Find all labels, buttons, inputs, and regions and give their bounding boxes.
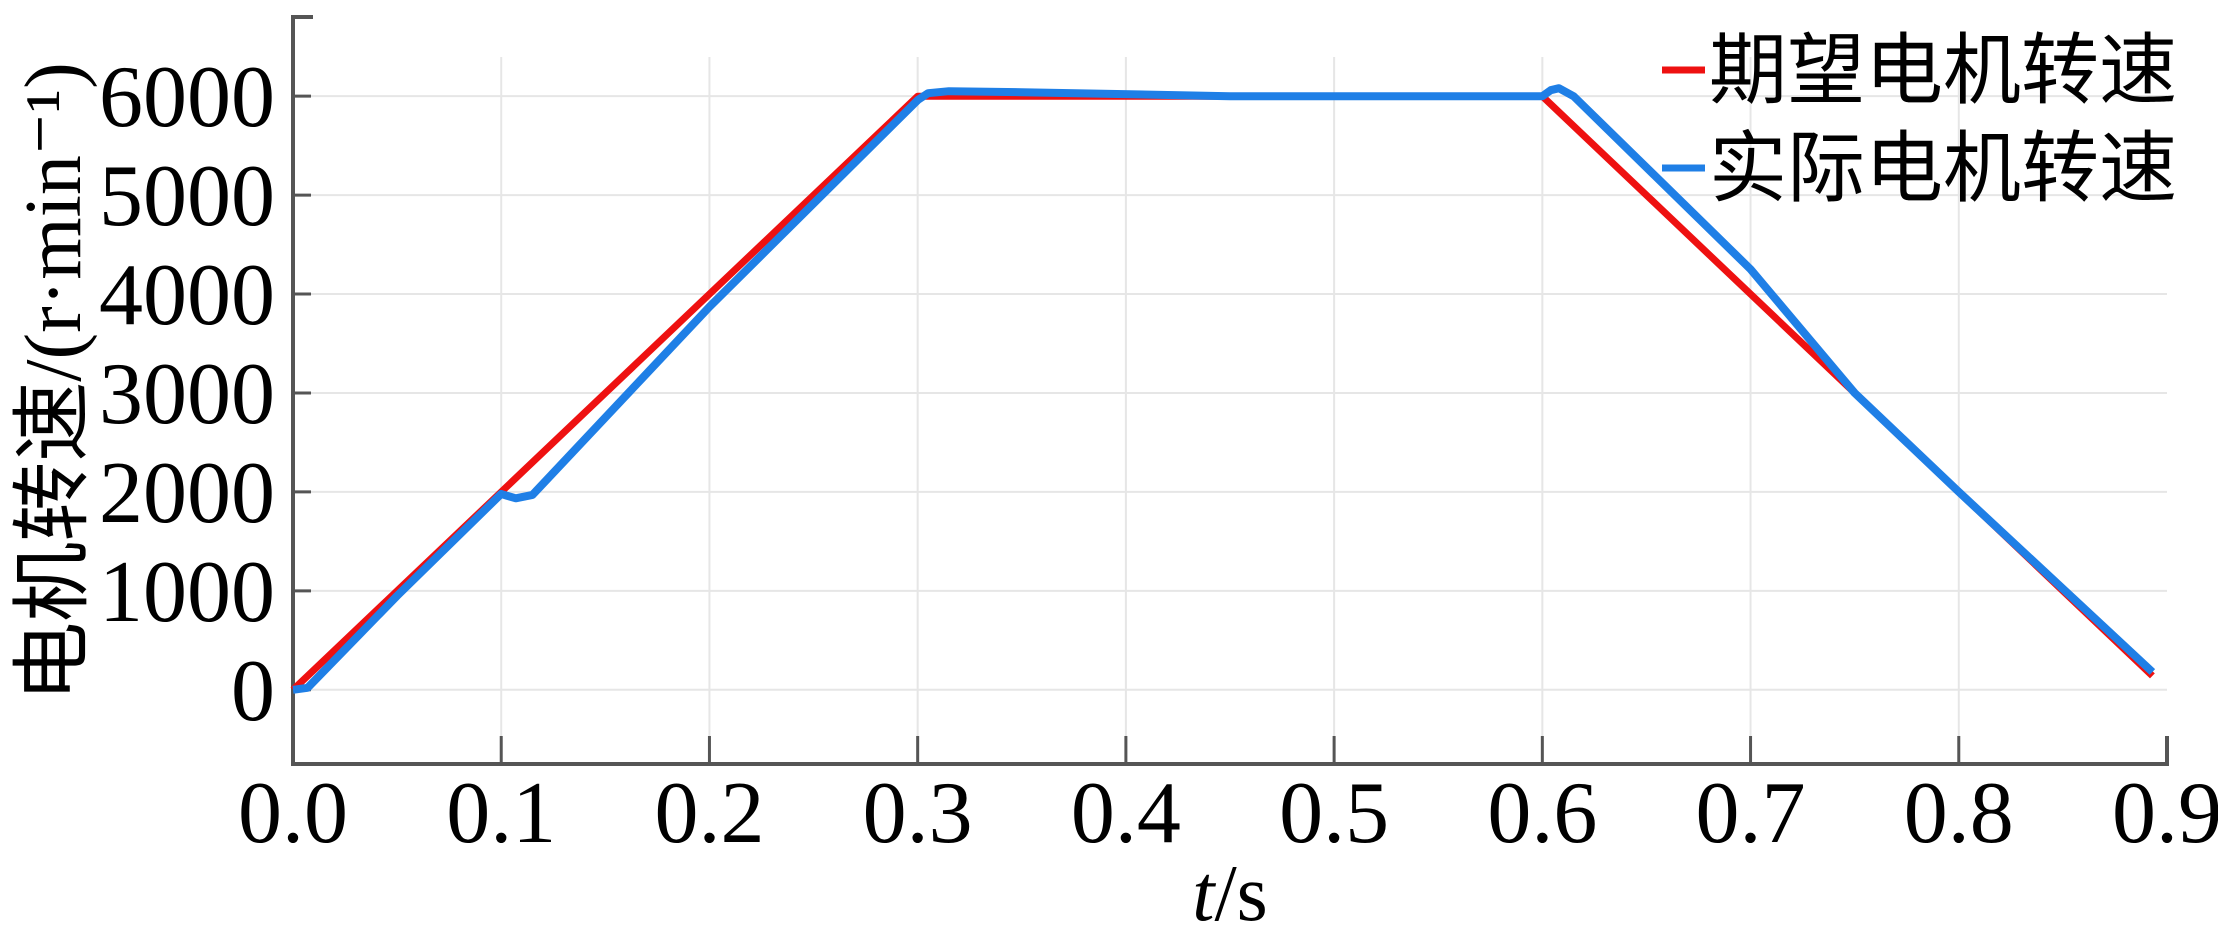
x-tick-label: 0.9 (2112, 765, 2218, 862)
y-tick-label: 4000 (99, 247, 275, 344)
y-axis-label: 电机转速/(r·min⁻¹) (10, 62, 98, 701)
x-axis-label-unit: /s (1214, 850, 1267, 935)
legend-label-actual: 实际电机转速 (1709, 125, 2177, 212)
x-tick-label: 0.6 (1487, 765, 1597, 862)
legend-label-desired: 期望电机转速 (1709, 27, 2177, 114)
x-tick-label: 0.1 (446, 765, 556, 862)
y-tick-label: 3000 (99, 346, 275, 443)
axes (291, 15, 2169, 766)
grid (293, 57, 2167, 764)
series-line-1 (292, 84, 2156, 694)
y-tick-label: 1000 (99, 544, 275, 641)
x-tick-label: 0.2 (654, 765, 764, 862)
y-tick-label: 6000 (99, 49, 275, 146)
axis-frame (291, 15, 2169, 766)
legend: 期望电机转速 实际电机转速 (1662, 27, 2177, 212)
x-tick-label: 0.7 (1696, 765, 1806, 862)
x-tick-labels: 0.0 0.1 0.2 0.3 0.4 0.5 0.6 0.7 0.8 0.9 (238, 765, 2218, 862)
x-axis-label-var: t (1192, 850, 1216, 935)
x-tick-label: 0.4 (1071, 765, 1181, 862)
y-tick-label: 2000 (99, 445, 275, 542)
x-tick-label: 0.0 (238, 765, 348, 862)
series-lines (290, 84, 2156, 694)
y-tick-label: 0 (231, 643, 275, 740)
y-tick-label: 5000 (99, 148, 275, 245)
x-tick-label: 0.8 (1904, 765, 2014, 862)
x-tick-label: 0.5 (1279, 765, 1389, 862)
x-tick-label: 0.3 (863, 765, 973, 862)
x-axis-label: t/s (1192, 850, 1268, 935)
